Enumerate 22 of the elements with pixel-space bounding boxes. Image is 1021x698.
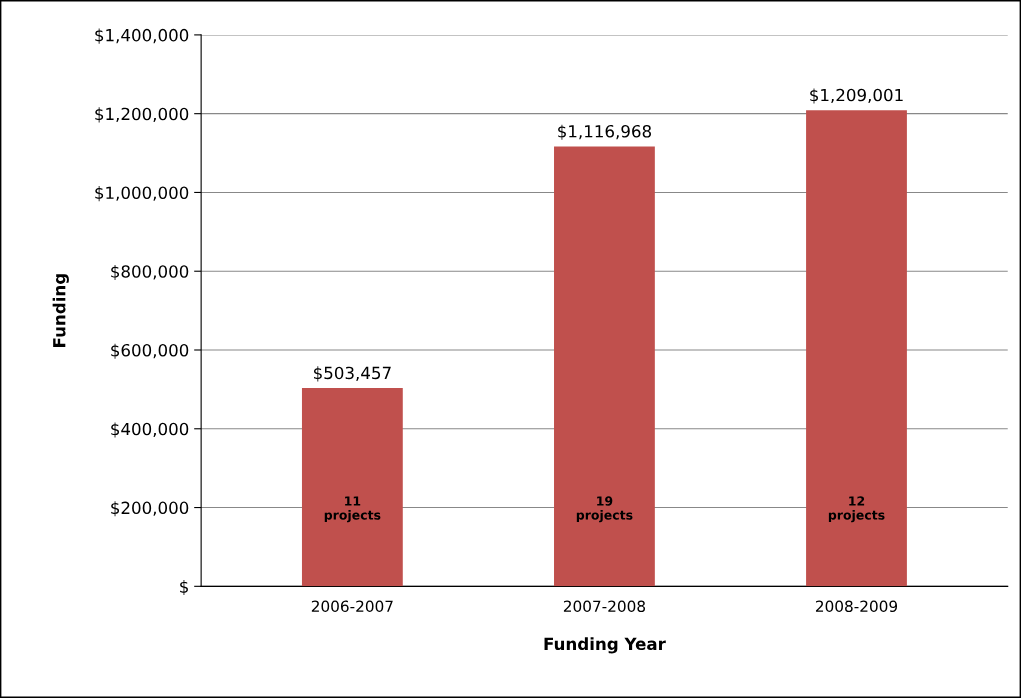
x-tick-label: 2007-2008 — [563, 600, 646, 613]
annotation: 12 projects — [828, 496, 885, 523]
data-label: $503,457 — [313, 366, 391, 382]
data-label: $1,209,001 — [810, 88, 903, 104]
data-label: $1,116,968 — [558, 124, 651, 140]
y-tick-label: $200,000 — [111, 501, 189, 517]
y-tick-label: $400,000 — [111, 422, 189, 438]
y-tick-label: $800,000 — [111, 264, 189, 281]
y-tick-label: $1,400,000 — [95, 28, 189, 44]
x-tick-label: 2006-2007 — [311, 600, 393, 613]
y-tick-label: $ — [180, 579, 188, 596]
y-tick-label: $1,000,000 — [95, 186, 189, 202]
bar — [554, 146, 655, 587]
annotation: 11 projects — [324, 496, 381, 523]
bar — [806, 110, 907, 587]
bar — [301, 388, 403, 587]
annotation: 19 projects — [576, 496, 633, 523]
x-tick-label: 2008-2009 — [815, 600, 898, 613]
x-axis-title: Funding Year — [544, 637, 666, 654]
y-tick-label: $1,200,000 — [95, 107, 189, 123]
y-axis-title: Funding — [52, 274, 69, 347]
y-tick-label: $600,000 — [111, 343, 189, 359]
